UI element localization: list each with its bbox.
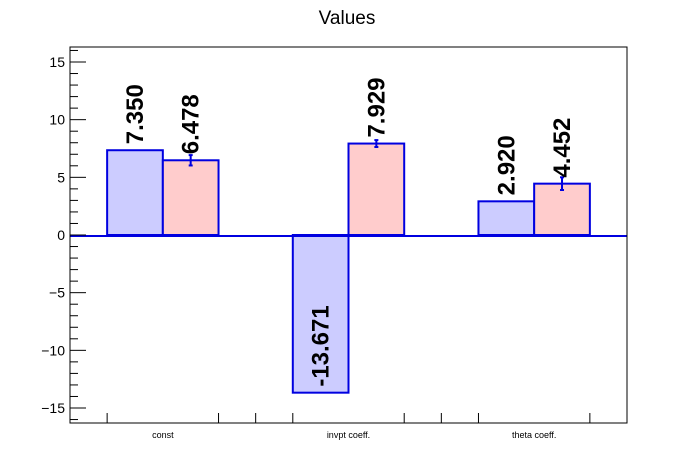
y-tick-label: −15	[41, 400, 65, 416]
bar	[291, 234, 350, 394]
y-tick-label: 15	[49, 54, 65, 70]
data-label: 7.350	[122, 84, 149, 144]
x-category-label: theta coeff.	[512, 430, 556, 440]
data-label: 4.452	[549, 118, 576, 178]
plot-frame	[69, 46, 628, 424]
y-tick-label: 5	[57, 169, 65, 185]
data-label: 2.920	[493, 135, 520, 195]
y-tick-label: −10	[41, 342, 65, 358]
bar	[161, 159, 220, 237]
y-tick-label: 0	[57, 227, 65, 243]
y-tick-label: 10	[49, 112, 65, 128]
data-label: 6.478	[178, 94, 205, 154]
x-category-label: invpt coeff.	[327, 430, 370, 440]
error-bar	[560, 176, 565, 191]
data-label: -13.671	[308, 305, 335, 386]
data-label: 7.929	[363, 77, 390, 137]
bar	[347, 142, 406, 236]
chart-title: Values	[319, 8, 376, 29]
y-tick-label: −5	[49, 285, 65, 301]
error-bar	[374, 139, 379, 149]
bar	[106, 149, 164, 236]
bar	[477, 200, 536, 236]
error-bar	[188, 154, 193, 167]
x-category-label: const	[152, 430, 174, 440]
bar	[533, 182, 591, 236]
